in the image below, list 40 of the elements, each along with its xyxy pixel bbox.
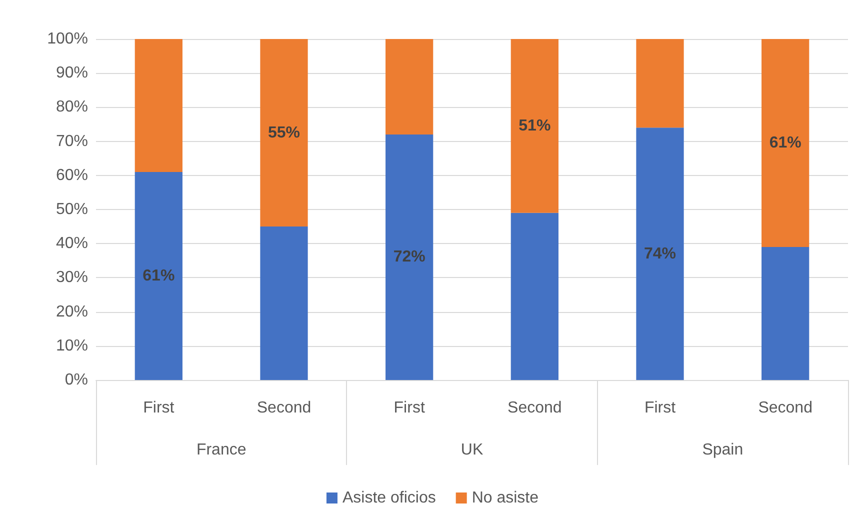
- x-tick-label: Second: [758, 400, 812, 416]
- bar: [762, 247, 810, 380]
- text: France: [196, 442, 246, 458]
- y-tick-label: 70%: [56, 132, 88, 150]
- data-label: 51%: [518, 117, 551, 134]
- y-tick-label: 20%: [56, 303, 88, 320]
- data-label: 61%: [769, 134, 802, 152]
- data-label: 72%: [393, 248, 426, 266]
- y-tick-label: 0%: [64, 372, 88, 388]
- x-tick-label: First: [394, 400, 426, 416]
- y-tick-label: 80%: [56, 98, 88, 116]
- x-tick-label: First: [644, 400, 676, 416]
- bar: [134, 172, 182, 380]
- bar: [636, 128, 684, 380]
- y-tick-label: 60%: [56, 166, 88, 184]
- y-tick-label: 100%: [47, 30, 88, 48]
- data-label: 61%: [142, 267, 175, 284]
- bar: [762, 39, 810, 248]
- bar: [510, 39, 558, 213]
- y-tick-label: 40%: [56, 235, 88, 252]
- bar: [260, 226, 308, 380]
- data-label: 74%: [644, 245, 676, 262]
- x-tick-label: Second: [256, 400, 312, 416]
- legend-label: Asiste oficios: [342, 490, 436, 506]
- data-label: 55%: [268, 124, 300, 142]
- y-tick-label: 10%: [56, 337, 88, 354]
- y-tick-label: 90%: [56, 64, 88, 82]
- bar: [134, 39, 182, 172]
- y-tick-label: 50%: [56, 201, 88, 218]
- bar: [386, 134, 434, 380]
- legend-label: No asiste: [472, 490, 539, 506]
- bar: [386, 39, 434, 134]
- text: UK: [460, 442, 484, 458]
- bar: [510, 212, 558, 380]
- x-tick-label: First: [143, 400, 175, 416]
- bar: [260, 39, 308, 227]
- x-tick-label: Second: [508, 400, 562, 416]
- y-tick-label: 30%: [56, 269, 88, 286]
- text: Spain: [702, 442, 744, 458]
- bar: [636, 39, 684, 128]
